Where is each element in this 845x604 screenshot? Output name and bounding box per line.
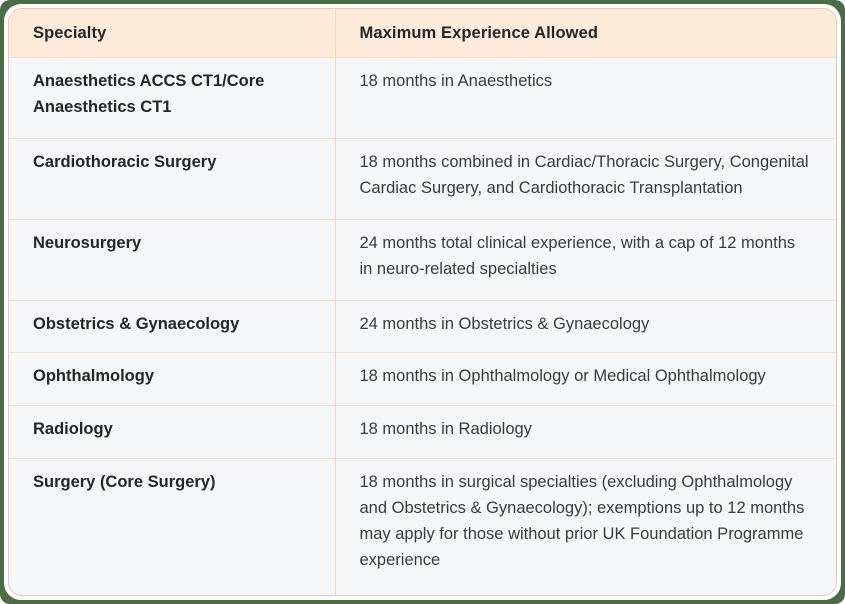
table-row: Obstetrics & Gynaecology 24 months in Obs…	[9, 299, 836, 353]
experience-cell: 18 months in Radiology	[334, 405, 836, 459]
experience-cell: 18 months in Anaesthetics	[334, 57, 836, 139]
table-card: Specialty Maximum Experience Allowed Ana…	[4, 4, 841, 600]
table-header-row: Specialty Maximum Experience Allowed	[9, 9, 836, 58]
specialty-cell: Obstetrics & Gynaecology	[9, 299, 335, 353]
specialty-cell: Neurosurgery	[9, 218, 335, 301]
table-row: Surgery (Core Surgery) 18 months in surgi…	[9, 458, 836, 595]
specialty-cell: Anaesthetics ACCS CT1/Core Anaesthetics …	[9, 57, 335, 139]
experience-cell: 24 months in Obstetrics & Gynaecology	[334, 299, 836, 353]
table-body: Anaesthetics ACCS CT1/Core Anaesthetics …	[9, 57, 836, 595]
experience-cell: 24 months total clinical experience, wit…	[334, 218, 836, 301]
column-header-max-experience: Maximum Experience Allowed	[334, 9, 836, 58]
column-header-specialty: Specialty	[9, 9, 335, 58]
table-row: Neurosurgery 24 months total clinical exp…	[9, 218, 836, 301]
specialty-cell: Ophthalmology	[9, 352, 335, 406]
specialty-cell: Cardiothoracic Surgery	[9, 137, 335, 220]
table-row: Anaesthetics ACCS CT1/Core Anaesthetics …	[9, 57, 836, 139]
specialty-experience-table: Specialty Maximum Experience Allowed Ana…	[9, 9, 836, 595]
table-row: Cardiothoracic Surgery 18 months combined…	[9, 137, 836, 220]
specialty-cell: Surgery (Core Surgery)	[9, 458, 335, 595]
table-container: Specialty Maximum Experience Allowed Ana…	[8, 8, 837, 596]
table-row: Ophthalmology 18 months in Ophthalmology …	[9, 352, 836, 406]
experience-cell: 18 months in Ophthalmology or Medical Op…	[334, 352, 836, 406]
experience-cell: 18 months in surgical specialties (exclu…	[334, 458, 836, 595]
specialty-cell: Radiology	[9, 405, 335, 459]
table-row: Radiology 18 months in Radiology	[9, 405, 836, 459]
experience-cell: 18 months combined in Cardiac/Thoracic S…	[334, 137, 836, 220]
